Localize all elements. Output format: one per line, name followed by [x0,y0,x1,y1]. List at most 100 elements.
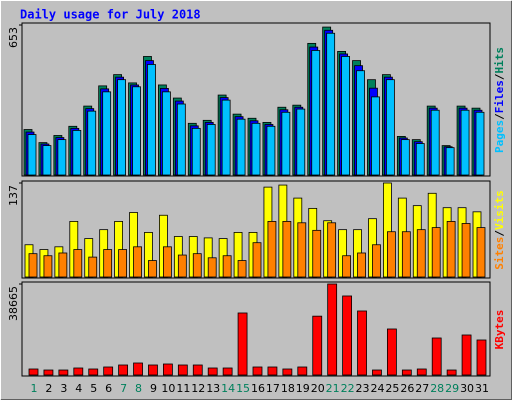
bar [148,364,158,376]
bar [221,99,231,176]
x-tick-label: 15 [236,382,250,395]
bar [461,334,472,376]
bar [431,227,441,278]
bar [73,367,84,376]
x-tick-label: 10 [161,382,175,395]
bar [401,231,411,278]
bar [431,337,442,376]
bar [103,249,113,278]
x-tick-label: 24 [370,382,384,395]
bar [475,111,485,176]
x-tick-label: 27 [415,382,429,395]
x-tick-label: 25 [385,382,399,395]
bar [327,283,338,376]
bar [27,134,37,176]
bar [191,127,201,176]
bar [297,222,307,278]
bar [237,312,248,376]
bar [342,295,353,376]
x-tick-label: 9 [150,382,157,395]
bar [445,147,455,176]
x-tick-label: 12 [191,382,205,395]
x-tick-label: 4 [75,382,82,395]
bar [133,362,143,376]
x-tick-label: 19 [296,382,310,395]
x-tick-label: 17 [266,382,280,395]
bar [207,367,218,376]
bar [386,328,397,376]
legend-entry: Sites [493,237,506,270]
bar [192,364,203,376]
bar [28,253,38,278]
legend: KBytes [493,310,506,350]
bar [176,103,186,176]
bar [58,369,69,376]
bar [252,242,262,278]
bar [461,223,471,278]
bar [327,222,337,278]
bar [118,364,128,376]
x-tick-label: 8 [135,382,142,395]
bar [281,111,291,176]
x-tick-label: 3 [60,382,67,395]
bar [88,256,98,278]
bar [476,339,487,376]
y-tick-label: 38665 [7,286,20,321]
legend: Pages/Files/Hits [493,47,506,153]
legend-entry: KBytes [493,310,506,350]
bar [401,369,412,376]
plot-area [21,281,491,377]
bar [147,64,156,176]
legend-entry: Pages [493,120,506,153]
legend-entry: Files [493,80,506,113]
legend-entry: Visits [493,190,506,230]
bar [177,254,187,278]
bar [282,368,293,376]
bar [42,145,52,176]
bar [371,96,380,176]
x-tick-label: 6 [105,382,112,395]
bar [311,50,321,176]
bar [372,244,381,278]
bar [133,246,142,278]
bar [446,369,457,376]
bar [102,91,112,176]
legend-separator: / [493,230,506,237]
bar [207,257,217,278]
x-tick-label: 1 [31,382,38,395]
bar [117,79,126,176]
bar [312,315,323,376]
bar [148,260,157,278]
bar [118,249,127,278]
bar [43,369,54,376]
chart-title: Daily usage for July 2018 [20,8,201,22]
bar [296,108,306,176]
x-tick-label: 2 [45,382,52,395]
bar [132,86,141,176]
bar [206,124,216,176]
legend: Sites/Visits [493,190,506,270]
bar [400,139,410,176]
bar [161,91,171,176]
bar [222,367,233,376]
bar [72,130,82,176]
bar [57,139,67,176]
bar [103,366,114,376]
bar [43,255,53,278]
x-tick-label: 30 [460,382,474,395]
bar [356,70,365,176]
bar [386,231,396,278]
bar [416,368,427,376]
x-tick-label: 22 [341,382,355,395]
bar [282,221,292,278]
bar [162,246,172,278]
legend-entry: Hits [493,47,506,74]
bar [430,109,440,176]
bar [372,369,382,376]
x-tick-label: 7 [120,382,127,395]
y-tick-label: 137 [7,185,20,206]
x-tick-label: 5 [90,382,97,395]
x-tick-label: 26 [400,382,414,395]
